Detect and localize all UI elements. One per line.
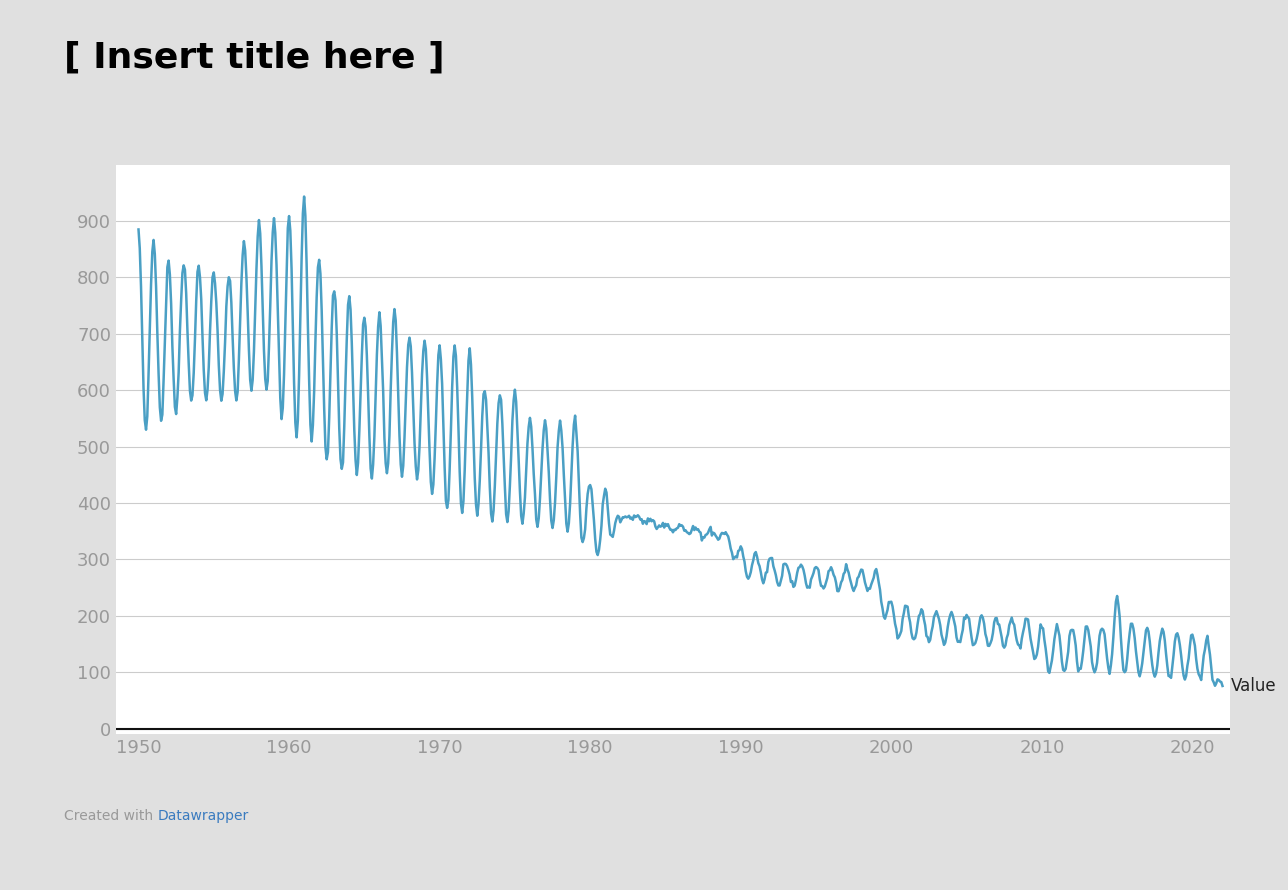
Text: Created with: Created with [64, 809, 158, 823]
Text: Value: Value [1231, 677, 1276, 695]
Text: [ Insert title here ]: [ Insert title here ] [64, 40, 446, 74]
Text: Datawrapper: Datawrapper [157, 809, 249, 823]
